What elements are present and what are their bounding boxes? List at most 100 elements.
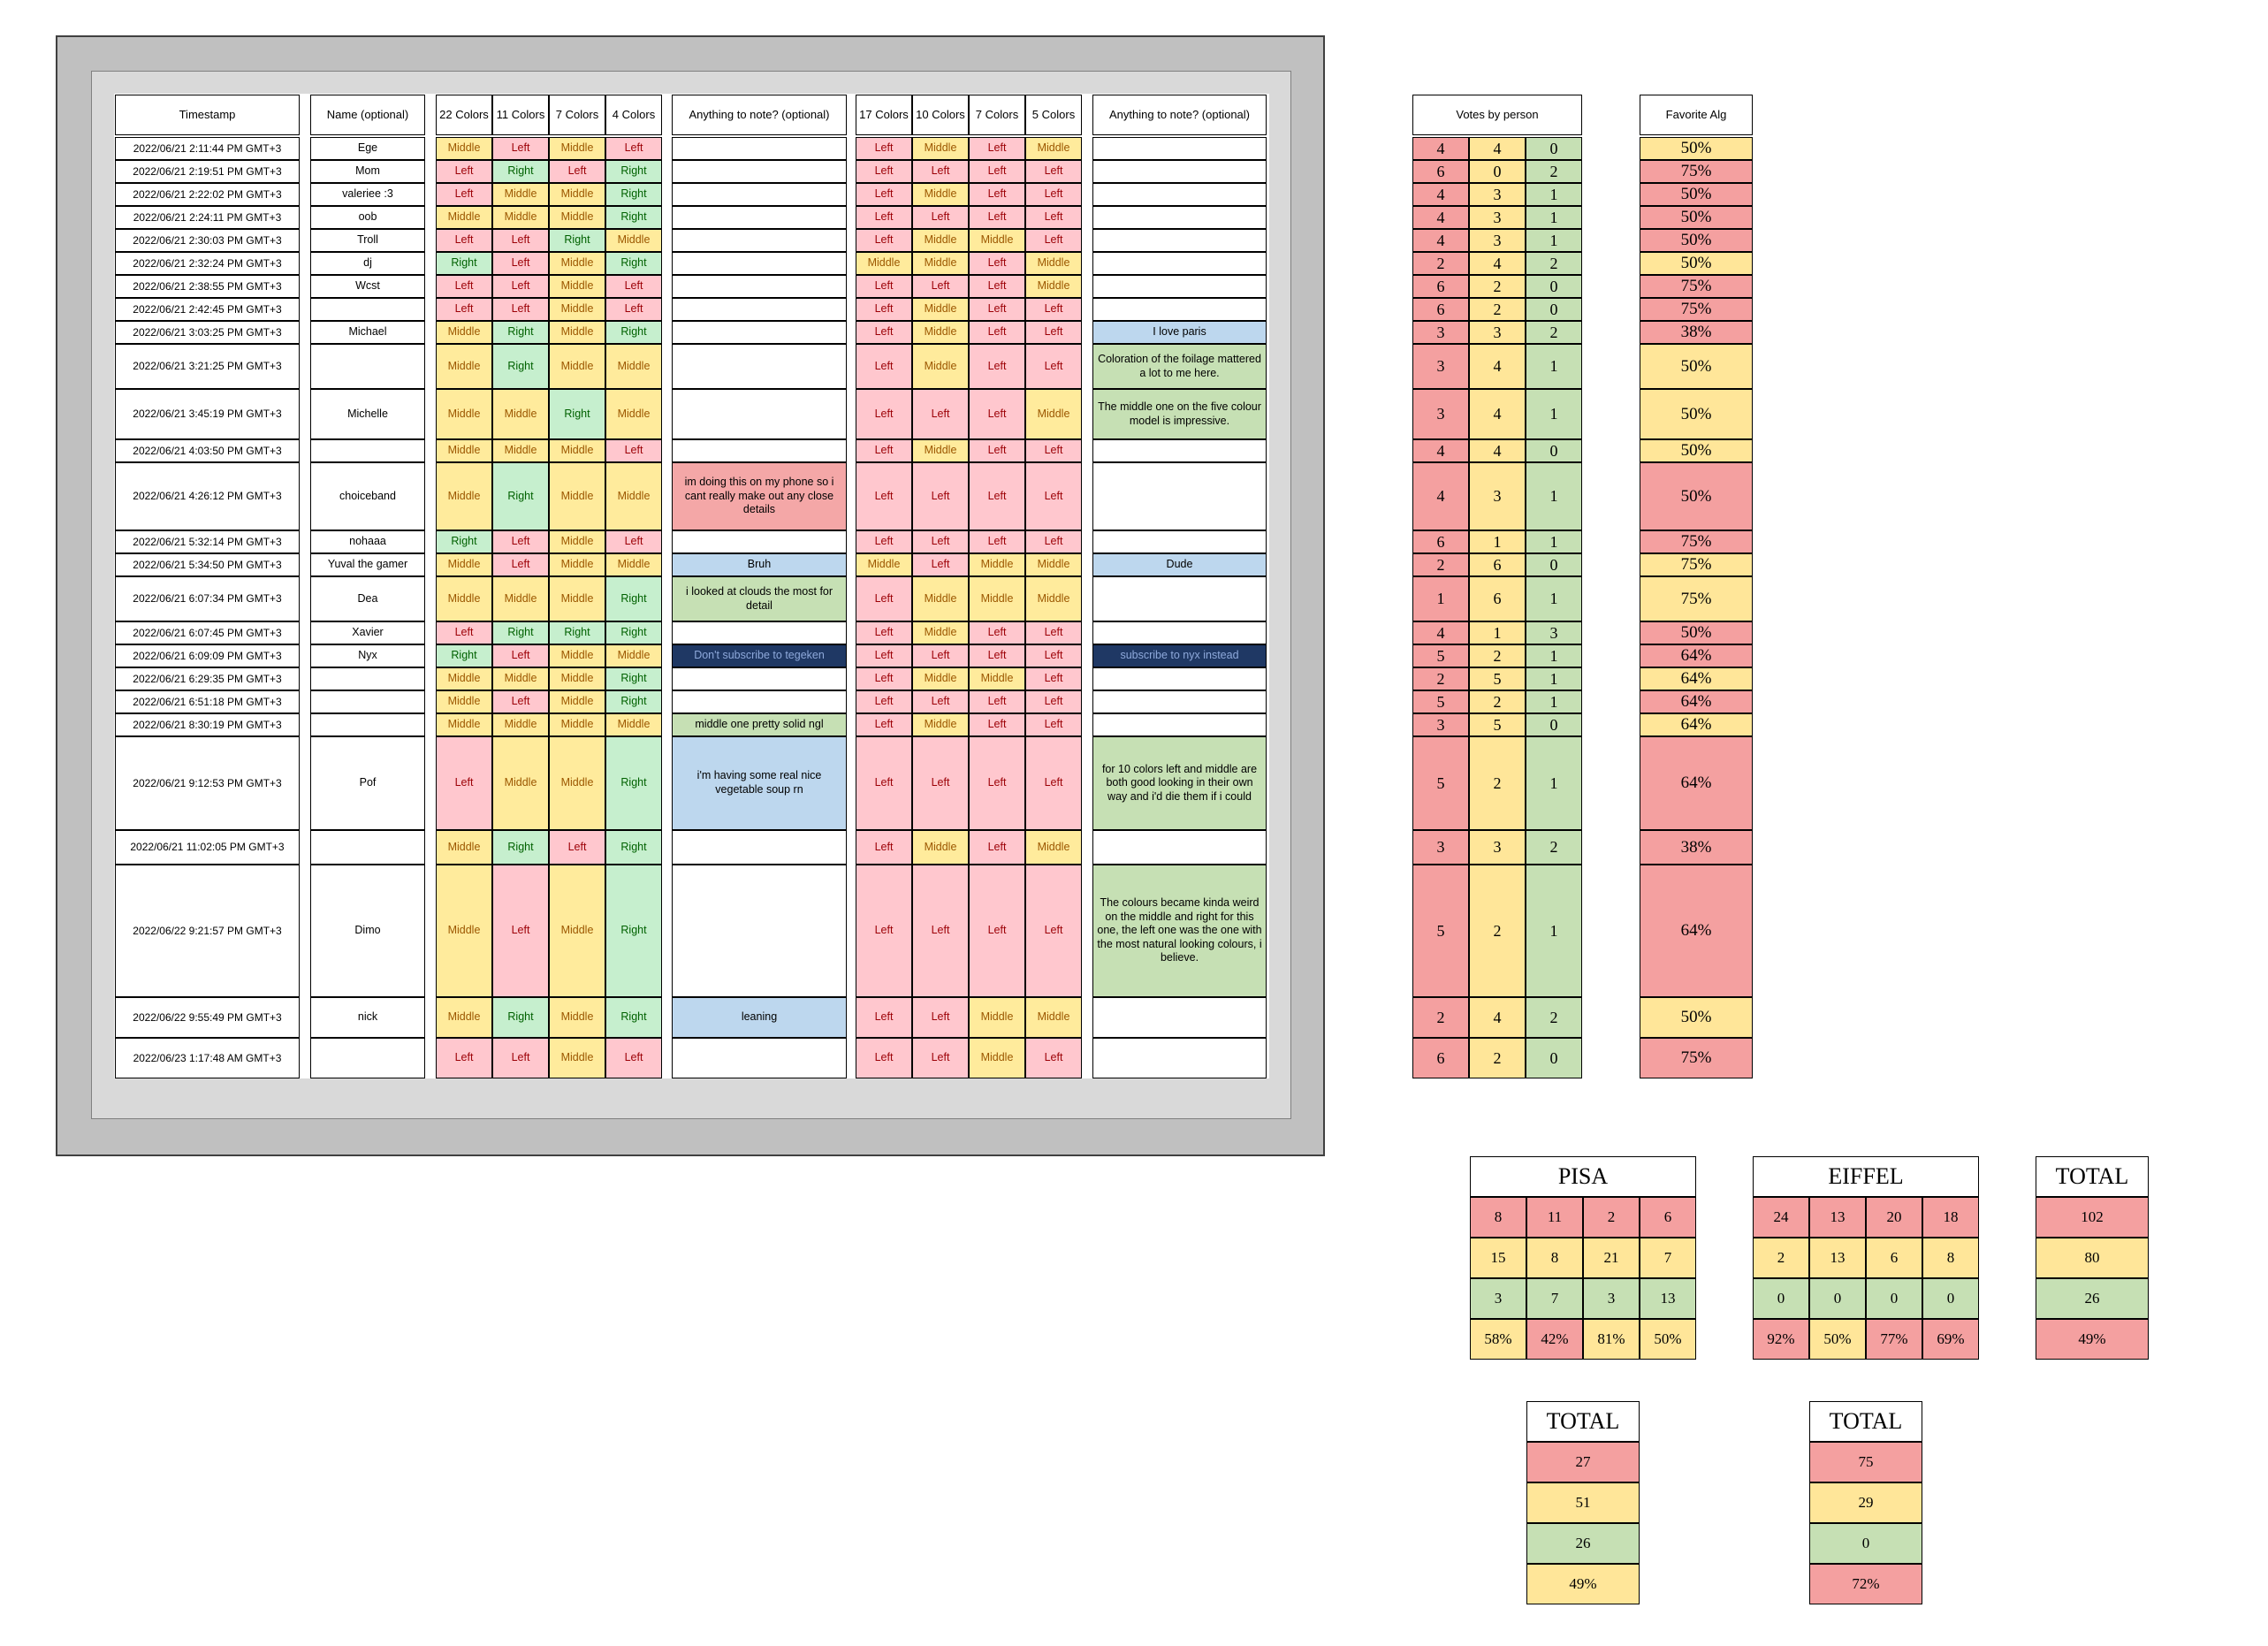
votes-count-cell[interactable]: 4: [1469, 439, 1526, 462]
name-cell[interactable]: Xavier: [310, 621, 425, 644]
eiffel-vote-cell[interactable]: Left: [1025, 206, 1082, 229]
name-cell[interactable]: Ege: [310, 137, 425, 160]
votes-count-cell[interactable]: 0: [1526, 553, 1582, 576]
favorite-alg-cell[interactable]: 75%: [1640, 1038, 1753, 1078]
pisa-vote-cell[interactable]: Left: [436, 275, 492, 298]
eiffel-vote-cell[interactable]: Left: [969, 183, 1025, 206]
name-cell[interactable]: Yuval the gamer: [310, 553, 425, 576]
pisa-vote-cell[interactable]: Middle: [549, 321, 605, 344]
pisa-vote-cell[interactable]: Middle: [436, 462, 492, 530]
eiffel-percent[interactable]: 50%: [1809, 1319, 1866, 1360]
pisa-vote-cell[interactable]: Middle: [605, 344, 662, 389]
eiffel-vote-cell[interactable]: Left: [969, 462, 1025, 530]
note-eiffel-cell[interactable]: subscribe to nyx instead: [1092, 644, 1267, 667]
eiffel-vote-cell[interactable]: Left: [912, 389, 969, 439]
pisa-left-count[interactable]: 11: [1526, 1197, 1583, 1238]
favorite-alg-cell[interactable]: 38%: [1640, 830, 1753, 865]
pisa-vote-cell[interactable]: Middle: [492, 389, 549, 439]
eiffel-vote-cell[interactable]: Left: [1025, 530, 1082, 553]
pisa-vote-cell[interactable]: Left: [492, 298, 549, 321]
pisa-vote-cell[interactable]: Middle: [549, 183, 605, 206]
pisa-vote-cell[interactable]: Right: [605, 997, 662, 1038]
timestamp-cell[interactable]: 2022/06/21 3:21:25 PM GMT+3: [115, 344, 300, 389]
eiffel-vote-cell[interactable]: Middle: [912, 183, 969, 206]
name-cell[interactable]: [310, 344, 425, 389]
pisa-vote-cell[interactable]: Left: [436, 229, 492, 252]
eiffel-vote-cell[interactable]: Middle: [1025, 389, 1082, 439]
header-pisa-colors[interactable]: 11 Colors: [492, 95, 549, 135]
note-pisa-cell[interactable]: [672, 530, 847, 553]
note-pisa-cell[interactable]: [672, 621, 847, 644]
eiffel-middle-count[interactable]: 13: [1809, 1238, 1866, 1278]
pisa-vote-cell[interactable]: Left: [492, 690, 549, 713]
eiffel-vote-cell[interactable]: Left: [969, 644, 1025, 667]
pisa-vote-cell[interactable]: Middle: [549, 1038, 605, 1078]
eiffel-vote-cell[interactable]: Left: [856, 137, 912, 160]
eiffel-vote-cell[interactable]: Left: [1025, 298, 1082, 321]
favorite-alg-cell[interactable]: 64%: [1640, 690, 1753, 713]
pisa-vote-cell[interactable]: Right: [605, 830, 662, 865]
timestamp-cell[interactable]: 2022/06/21 2:42:45 PM GMT+3: [115, 298, 300, 321]
votes-count-cell[interactable]: 1: [1526, 389, 1582, 439]
eiffel-vote-cell[interactable]: Left: [912, 553, 969, 576]
eiffel-vote-cell[interactable]: Left: [856, 997, 912, 1038]
eiffel-vote-cell[interactable]: Middle: [912, 621, 969, 644]
note-eiffel-cell[interactable]: The colours became kinda weird on the mi…: [1092, 865, 1267, 997]
pisa-vote-cell[interactable]: Left: [492, 865, 549, 997]
votes-count-cell[interactable]: 3: [1412, 389, 1469, 439]
note-pisa-cell[interactable]: [672, 321, 847, 344]
timestamp-cell[interactable]: 2022/06/21 5:34:50 PM GMT+3: [115, 553, 300, 576]
votes-count-cell[interactable]: 5: [1412, 865, 1469, 997]
pisa-vote-cell[interactable]: Right: [492, 160, 549, 183]
name-cell[interactable]: choiceband: [310, 462, 425, 530]
pisa-percent[interactable]: 50%: [1640, 1319, 1696, 1360]
pisa-vote-cell[interactable]: Right: [605, 183, 662, 206]
note-pisa-cell[interactable]: [672, 160, 847, 183]
votes-count-cell[interactable]: 5: [1469, 667, 1526, 690]
eiffel-vote-cell[interactable]: Left: [969, 321, 1025, 344]
pisa-vote-cell[interactable]: Right: [605, 865, 662, 997]
votes-count-cell[interactable]: 3: [1469, 183, 1526, 206]
votes-count-cell[interactable]: 2: [1469, 690, 1526, 713]
pisa-right-count[interactable]: 7: [1526, 1278, 1583, 1319]
favorite-alg-cell[interactable]: 50%: [1640, 252, 1753, 275]
eiffel-vote-cell[interactable]: Left: [856, 183, 912, 206]
votes-count-cell[interactable]: 4: [1412, 229, 1469, 252]
votes-count-cell[interactable]: 3: [1469, 462, 1526, 530]
name-cell[interactable]: oob: [310, 206, 425, 229]
votes-count-cell[interactable]: 0: [1469, 160, 1526, 183]
header-note-eiffel[interactable]: Anything to note? (optional): [1092, 95, 1267, 135]
votes-count-cell[interactable]: 1: [1526, 530, 1582, 553]
eiffel-vote-cell[interactable]: Left: [912, 275, 969, 298]
pisa-vote-cell[interactable]: Right: [492, 621, 549, 644]
eiffel-vote-cell[interactable]: Left: [1025, 462, 1082, 530]
pisa-vote-cell[interactable]: Left: [492, 644, 549, 667]
timestamp-cell[interactable]: 2022/06/21 4:03:50 PM GMT+3: [115, 439, 300, 462]
pisa-vote-cell[interactable]: Right: [436, 530, 492, 553]
eiffel-vote-cell[interactable]: Left: [856, 439, 912, 462]
votes-count-cell[interactable]: 2: [1412, 553, 1469, 576]
eiffel-vote-cell[interactable]: Left: [969, 439, 1025, 462]
total_eiffel-value[interactable]: 29: [1809, 1482, 1922, 1523]
votes-count-cell[interactable]: 1: [1526, 865, 1582, 997]
eiffel-vote-cell[interactable]: Left: [1025, 865, 1082, 997]
votes-count-cell[interactable]: 1: [1469, 530, 1526, 553]
votes-count-cell[interactable]: 5: [1412, 690, 1469, 713]
total_pisa-value[interactable]: 49%: [1526, 1564, 1640, 1604]
pisa-vote-cell[interactable]: Right: [492, 462, 549, 530]
pisa-vote-cell[interactable]: Right: [436, 252, 492, 275]
votes-count-cell[interactable]: 2: [1412, 667, 1469, 690]
votes-count-cell[interactable]: 2: [1526, 321, 1582, 344]
votes-count-cell[interactable]: 2: [1526, 830, 1582, 865]
pisa-vote-cell[interactable]: Left: [492, 229, 549, 252]
pisa-vote-cell[interactable]: Middle: [549, 667, 605, 690]
header-eiffel-colors[interactable]: 10 Colors: [912, 95, 969, 135]
eiffel-right-count[interactable]: 0: [1866, 1278, 1922, 1319]
name-cell[interactable]: dj: [310, 252, 425, 275]
total_pisa-value[interactable]: 27: [1526, 1442, 1640, 1482]
eiffel-vote-cell[interactable]: Middle: [912, 137, 969, 160]
eiffel-right-count[interactable]: 0: [1809, 1278, 1866, 1319]
note-pisa-cell[interactable]: i looked at clouds the most for detail: [672, 576, 847, 621]
note-eiffel-cell[interactable]: for 10 colors left and middle are both g…: [1092, 736, 1267, 830]
eiffel-vote-cell[interactable]: Left: [1025, 736, 1082, 830]
